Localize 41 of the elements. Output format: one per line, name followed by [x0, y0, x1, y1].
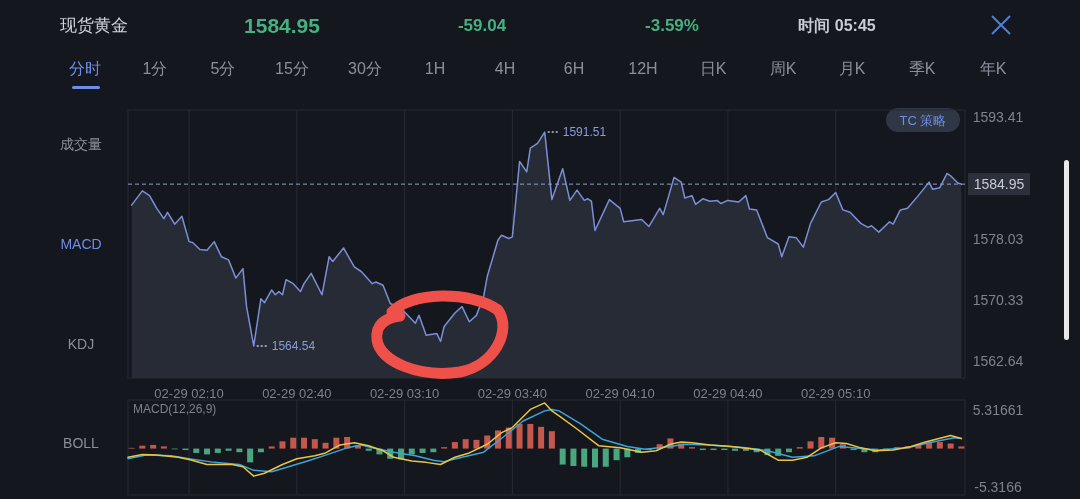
chart-title: 现货黄金: [60, 15, 128, 35]
y-tick-label: 1562.64: [972, 353, 1024, 370]
text: 分时: [69, 59, 101, 77]
text: 1H: [424, 59, 446, 77]
text: 1分: [142, 59, 168, 77]
x-tick-label: 02-29 04:10: [585, 385, 655, 401]
text: 1584.95: [244, 13, 321, 37]
text: KDJ: [67, 336, 95, 352]
text: MACD: [60, 236, 102, 252]
x-tick-label: 02-29 03:40: [477, 385, 548, 401]
x-tick-label: 02-29 03:10: [369, 385, 440, 401]
text: 月K: [838, 59, 866, 77]
text: 成交量: [60, 136, 102, 152]
y-tick-label: 1570.33: [972, 292, 1024, 309]
text: 日K: [699, 59, 727, 77]
text: 周K: [769, 59, 797, 77]
text: -59.04: [457, 15, 507, 35]
annotation: 1564.54: [271, 338, 316, 353]
x-tick-label: 02-29 02:10: [154, 385, 224, 401]
chart-title: MACD(12,26,9): [133, 402, 217, 416]
y-tick-label: 1578.03: [972, 231, 1024, 247]
y-tick-label: 5.31661: [972, 402, 1024, 419]
text: 4H: [494, 59, 516, 77]
text: 季K: [908, 59, 936, 77]
text: 年K: [979, 59, 1007, 77]
text: 5分: [210, 59, 236, 77]
annotation: 1591.51: [562, 125, 607, 140]
text: 15分: [275, 59, 309, 77]
text: 30分: [348, 59, 382, 77]
x-tick-label: 02-29 02:40: [262, 385, 332, 401]
y-tick-label: -5.3166: [974, 479, 1022, 496]
text: -3.59%: [645, 15, 699, 35]
y-tick-label: 1593.41: [972, 109, 1024, 126]
text: 6H: [563, 59, 585, 77]
ref-line-label: 1584.95: [973, 176, 1025, 193]
x-tick-label: 02-29 05:10: [800, 385, 871, 401]
x-tick-label: 02-29 04:40: [693, 385, 763, 401]
text: BOLL: [63, 435, 100, 451]
text: 时间 05:45: [798, 16, 876, 34]
annotation: TC 策略: [899, 112, 947, 128]
text: 12H: [628, 59, 658, 77]
